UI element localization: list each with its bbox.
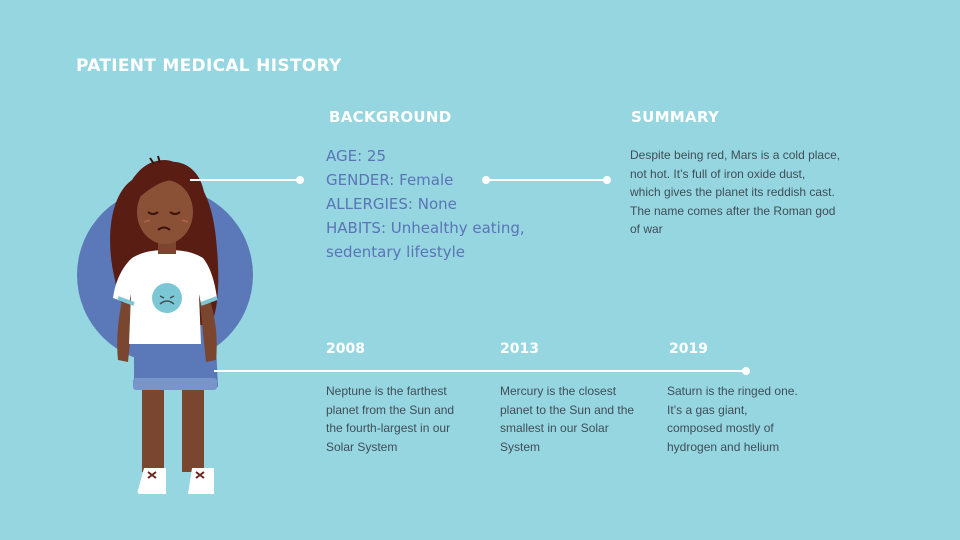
connector-dot <box>603 176 611 184</box>
connector-line-top-right <box>486 179 608 181</box>
connector-line-top-left <box>190 179 300 181</box>
patient-info: AGE: 25 GENDER: Female ALLERGIES: None H… <box>326 144 576 264</box>
summary-line: The name comes after the Roman god <box>630 203 836 218</box>
habits-label-line1: HABITS: Unhealthy eating, <box>326 219 525 237</box>
timeline-text-2008: Neptune is the farthest planet from the … <box>326 382 486 456</box>
shorts-cuff <box>133 378 217 390</box>
age-label: AGE: 25 <box>326 147 387 165</box>
timeline-line <box>214 370 746 372</box>
timeline-line-text: smallest in our Solar <box>500 421 609 435</box>
background-heading: BACKGROUND <box>329 108 452 126</box>
timeline-line-text: Saturn is the ringed one. <box>667 384 798 398</box>
right-leg <box>182 382 204 472</box>
gender-label: GENDER: Female <box>326 171 454 189</box>
right-arm <box>200 300 217 362</box>
left-arm <box>117 300 134 362</box>
timeline-line-text: Neptune is the farthest <box>326 384 447 398</box>
timeline-year-2008: 2008 <box>326 341 365 357</box>
timeline-line-text: Solar System <box>326 439 398 454</box>
face <box>137 180 193 244</box>
summary-line: of war <box>630 222 663 236</box>
allergies-label: ALLERGIES: None <box>326 195 457 213</box>
habits-label-line2: sedentary lifestyle <box>326 243 465 261</box>
left-leg <box>142 382 164 472</box>
hair-sprout <box>149 155 161 165</box>
timeline-year-2013: 2013 <box>500 341 539 357</box>
timeline-line-text: composed mostly of <box>667 421 774 435</box>
closed-eyes <box>147 211 181 215</box>
right-shoe <box>188 468 214 494</box>
sad-face-icon <box>152 283 182 313</box>
sad-face-mouth <box>159 295 175 305</box>
timeline-year-2019: 2019 <box>669 341 708 357</box>
page-title: PATIENT MEDICAL HISTORY <box>76 56 342 76</box>
timeline-line-text: planet to the Sun and the <box>500 402 635 417</box>
summary-heading: SUMMARY <box>631 108 720 126</box>
timeline-line-text: the fourth-largest in our <box>326 421 451 435</box>
timeline-line-text: System <box>500 439 541 454</box>
timeline-line-text: It’s a gas giant, <box>667 402 748 417</box>
sleeve-trim <box>117 296 218 306</box>
cheek-lines <box>143 219 189 223</box>
summary-text: Despite being red, Mars is a cold place,… <box>630 146 870 239</box>
hair-front <box>136 161 204 200</box>
summary-line: which gives the planet its reddish cast. <box>630 185 835 199</box>
shoe-laces <box>147 471 205 479</box>
timeline-line-text: planet from the Sun and <box>326 402 455 417</box>
sick-girl-illustration <box>77 155 253 494</box>
left-shoe <box>137 468 166 494</box>
timeline-line-text: Mercury is the closest <box>500 384 617 398</box>
summary-line: not hot. It’s full of iron oxide dust, <box>630 166 806 181</box>
shorts <box>134 345 218 387</box>
timeline-end-dot <box>742 367 750 375</box>
timeline-text-2013: Mercury is the closest planet to the Sun… <box>500 382 660 456</box>
frown <box>157 226 171 231</box>
connector-dot <box>296 176 304 184</box>
timeline-line-text: hydrogen and helium <box>667 439 780 454</box>
timeline-text-2019: Saturn is the ringed one. It’s a gas gia… <box>667 382 827 456</box>
summary-line: Despite being red, Mars is a cold place, <box>630 148 841 162</box>
